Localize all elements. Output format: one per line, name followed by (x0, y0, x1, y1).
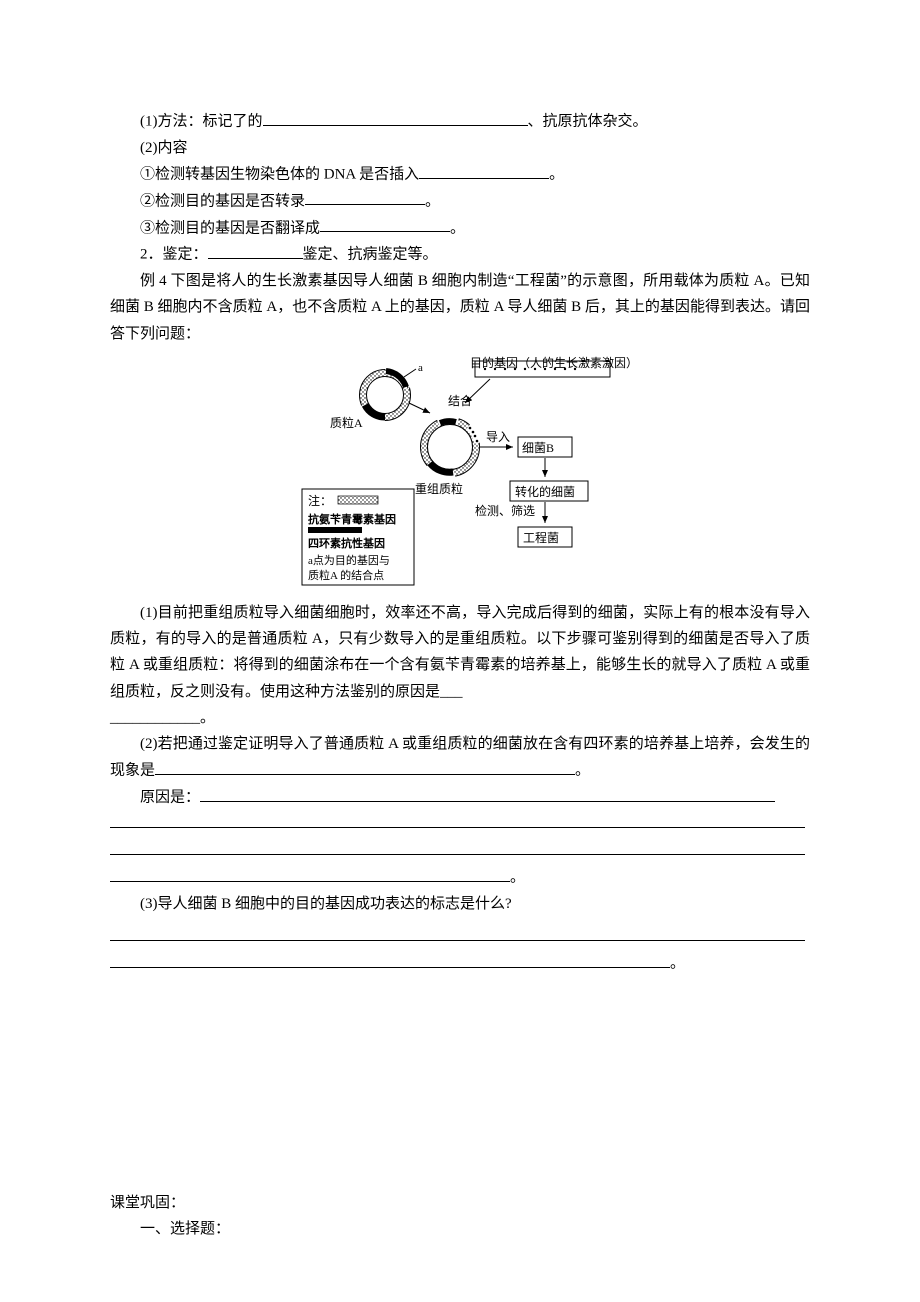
text-bottom1: 课堂巩固： (110, 1190, 230, 1216)
text-bottom2: 一、选择题： (110, 1216, 230, 1242)
text-6b: 鉴定、抗病鉴定等。 (303, 247, 438, 263)
bottom-section: 课堂巩固： 一、选择题： (110, 1190, 230, 1243)
svg-text:重组质粒: 重组质粒 (415, 481, 463, 496)
text-q1end: ____________。 (110, 710, 215, 726)
blank-reason[interactable] (200, 784, 775, 802)
text-6a: 2．鉴定： (140, 247, 208, 263)
blank-5[interactable] (320, 215, 450, 233)
svg-text:抗氨苄青霉素基因: 抗氨苄青霉素基因 (308, 512, 396, 526)
text-q1: (1)目前把重组质粒导入细菌细胞时，效率还不高，导入完成后得到的细菌，实际上有的… (110, 605, 810, 700)
example-4: 例 4 下图是将人的生长激素基因导人细菌 B 细胞内制造“工程菌”的示意图，所用… (110, 268, 810, 347)
svg-text:检测、筛选: 检测、筛选 (475, 503, 535, 518)
blank-3[interactable] (419, 161, 549, 179)
recombinant-plasmid-icon (421, 417, 480, 476)
blank-full-1[interactable] (110, 811, 805, 829)
line-identify: 2．鉴定： 鉴定、抗病鉴定等。 (110, 241, 810, 268)
svg-text:工程菌: 工程菌 (523, 530, 559, 545)
svg-text:细菌B: 细菌B (522, 441, 554, 455)
svg-text:注：: 注： (308, 493, 332, 508)
text-q3end: 。 (670, 956, 685, 972)
text-5b: 。 (450, 220, 465, 236)
svg-text:质粒A 的结合点: 质粒A 的结合点 (308, 568, 384, 582)
line-item-1: ①检测转基因生物染色体的 DNA 是否插入 。 (110, 161, 810, 188)
svg-text:结合: 结合 (448, 393, 472, 408)
svg-text:质粒A: 质粒A (330, 415, 363, 430)
text-1a: (1)方法：标记了的 (140, 114, 263, 130)
text-ex4: 例 4 下图是将人的生长激素基因导人细菌 B 细胞内制造“工程菌”的示意图，所用… (110, 273, 810, 342)
text-2: (2)内容 (140, 140, 188, 156)
blank-6[interactable] (208, 241, 303, 259)
reason-line: 原因是： (110, 784, 810, 811)
text-3a: ①检测转基因生物染色体的 DNA 是否插入 (140, 167, 419, 183)
blank-q3b[interactable] (110, 950, 670, 968)
svg-text:四环素抗性基因: 四环素抗性基因 (308, 536, 385, 550)
question-2: (2)若把通过鉴定证明导入了普通质粒 A 或重组质粒的细菌放在含有四环素的培养基… (110, 731, 810, 784)
q3-blank-1 (110, 923, 810, 950)
plasmid-a-icon: a (360, 362, 424, 421)
plasmid-diagram: 目的基因（人的生长激素激因） a 质粒A 结合 (270, 355, 650, 590)
svg-text:导入: 导入 (486, 430, 510, 444)
q3-blank-2: 。 (110, 950, 810, 977)
text-reason: 原因是： (140, 790, 200, 806)
q1-blank-line: ____________。 (110, 705, 810, 731)
text-4a: ②检测目的基因是否转录 (140, 193, 305, 209)
text-q2end: 。 (510, 870, 525, 886)
text-1b: 、抗原抗体杂交。 (528, 114, 648, 130)
text-q2b: 。 (575, 763, 590, 779)
blank-1[interactable] (263, 108, 528, 126)
question-1: (1)目前把重组质粒导入细菌细胞时，效率还不高，导入完成后得到的细菌，实际上有的… (110, 600, 810, 705)
reason-blank-1 (110, 811, 810, 838)
svg-text:a点为目的基因与: a点为目的基因与 (308, 553, 390, 567)
line-item-2: ②检测目的基因是否转录 。 (110, 188, 810, 215)
reason-blank-2 (110, 838, 810, 865)
svg-text:目的基因（人的生长激素激因）: 目的基因（人的生长激素激因） (470, 355, 638, 370)
line-item-3: ③检测目的基因是否翻译成 。 (110, 215, 810, 242)
text-q3: (3)导人细菌 B 细胞中的目的基因成功表达的标志是什么? (140, 896, 512, 912)
text-3b: 。 (549, 167, 564, 183)
blank-q3a[interactable] (110, 923, 805, 941)
blank-4[interactable] (305, 188, 425, 206)
reason-blank-3: 。 (110, 864, 810, 891)
text-5a: ③检测目的基因是否翻译成 (140, 220, 320, 236)
question-3: (3)导人细菌 B 细胞中的目的基因成功表达的标志是什么? (110, 891, 810, 917)
text-4b: 。 (425, 193, 440, 209)
blank-half[interactable] (110, 864, 510, 882)
diagram-container: 目的基因（人的生长激素激因） a 质粒A 结合 (110, 355, 810, 590)
line-content-head: (2)内容 (110, 135, 810, 161)
blank-full-2[interactable] (110, 838, 805, 856)
line-method: (1)方法：标记了的 、抗原抗体杂交。 (110, 108, 810, 135)
svg-text:转化的细菌: 转化的细菌 (515, 484, 575, 499)
blank-q2[interactable] (155, 757, 575, 775)
svg-text:a: a (418, 362, 423, 374)
